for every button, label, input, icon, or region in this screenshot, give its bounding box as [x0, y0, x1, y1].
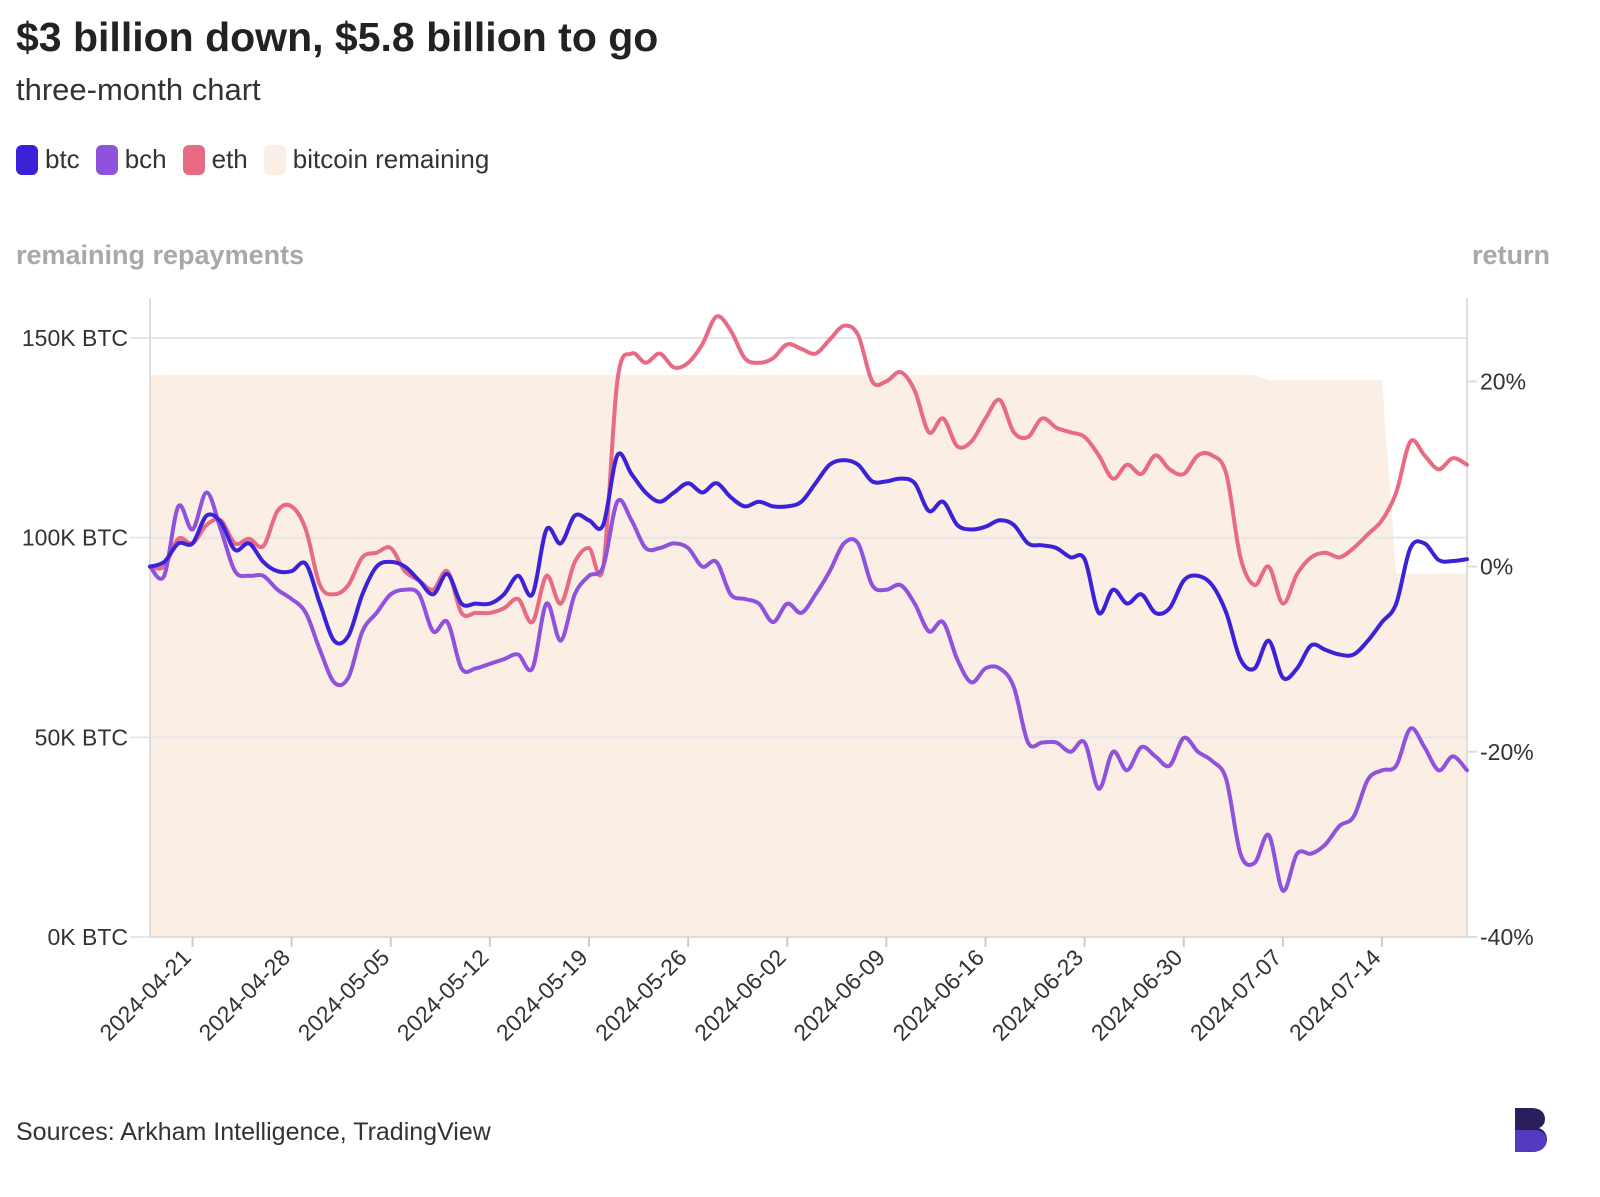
chart-subtitle: three-month chart	[16, 72, 261, 107]
x-tick-label: 2024-06-16	[887, 944, 989, 1046]
series-line-bch	[148, 490, 1469, 893]
left-tick-label: 100K BTC	[22, 525, 128, 551]
area-layer	[150, 375, 1467, 938]
legend-swatch-btc	[16, 144, 38, 175]
legend-item-bch[interactable]: bch	[95, 144, 167, 175]
right-axis-title: return	[1471, 240, 1550, 270]
x-tick-label: 2024-04-28	[194, 944, 296, 1046]
legend-label-bch: bch	[124, 144, 167, 174]
legend-item-btc[interactable]: btc	[16, 144, 80, 175]
area-bitcoin-remaining	[150, 375, 1467, 938]
right-tick-label: 0%	[1480, 554, 1513, 580]
left-tick-label: 50K BTC	[35, 724, 128, 750]
x-tick-label: 2024-05-12	[392, 944, 494, 1046]
series-line-eth	[148, 314, 1469, 625]
axes-layer	[149, 298, 1477, 947]
left-tick-label: 0K BTC	[47, 924, 128, 950]
chart-title: $3 billion down, $5.8 billion to go	[16, 14, 659, 60]
series-line-btc	[148, 451, 1469, 681]
x-tick-label: 2024-06-30	[1086, 944, 1188, 1046]
x-tick-label: 2024-06-09	[788, 944, 890, 1046]
x-tick-label: 2024-05-19	[491, 944, 593, 1046]
sources-note: Sources: Arkham Intelligence, TradingVie…	[16, 1118, 491, 1146]
legend-swatch-bch	[95, 144, 118, 175]
x-tick-label: 2024-05-05	[293, 944, 395, 1046]
legend: btc bch eth bitcoin remaining	[16, 144, 505, 175]
x-tick-label: 2024-07-14	[1284, 944, 1386, 1046]
legend-item-bitcoin-remaining[interactable]: bitcoin remaining	[263, 144, 490, 175]
left-tick-label: 150K BTC	[22, 325, 128, 351]
legend-item-eth[interactable]: eth	[182, 144, 248, 175]
x-tick-label: 2024-06-02	[689, 944, 791, 1046]
x-tick-label: 2024-06-23	[987, 944, 1089, 1046]
series-layer	[148, 314, 1469, 893]
right-tick-label: -20%	[1480, 739, 1534, 765]
legend-label-bitcoin-remaining: bitcoin remaining	[292, 144, 490, 174]
x-tick-label: 2024-04-21	[94, 944, 196, 1046]
x-tick-label: 2024-05-26	[590, 944, 692, 1046]
legend-swatch-eth	[182, 144, 205, 175]
right-tick-label: 20%	[1480, 368, 1526, 394]
legend-label-eth: eth	[211, 144, 248, 174]
left-axis-title: remaining repayments	[16, 240, 305, 270]
x-tick-label: 2024-07-07	[1185, 944, 1287, 1046]
legend-label-btc: btc	[45, 144, 80, 174]
b-logo-icon	[1515, 1108, 1547, 1152]
legend-swatch-bitcoin-remaining	[263, 144, 286, 175]
right-tick-label: -40%	[1480, 924, 1534, 950]
